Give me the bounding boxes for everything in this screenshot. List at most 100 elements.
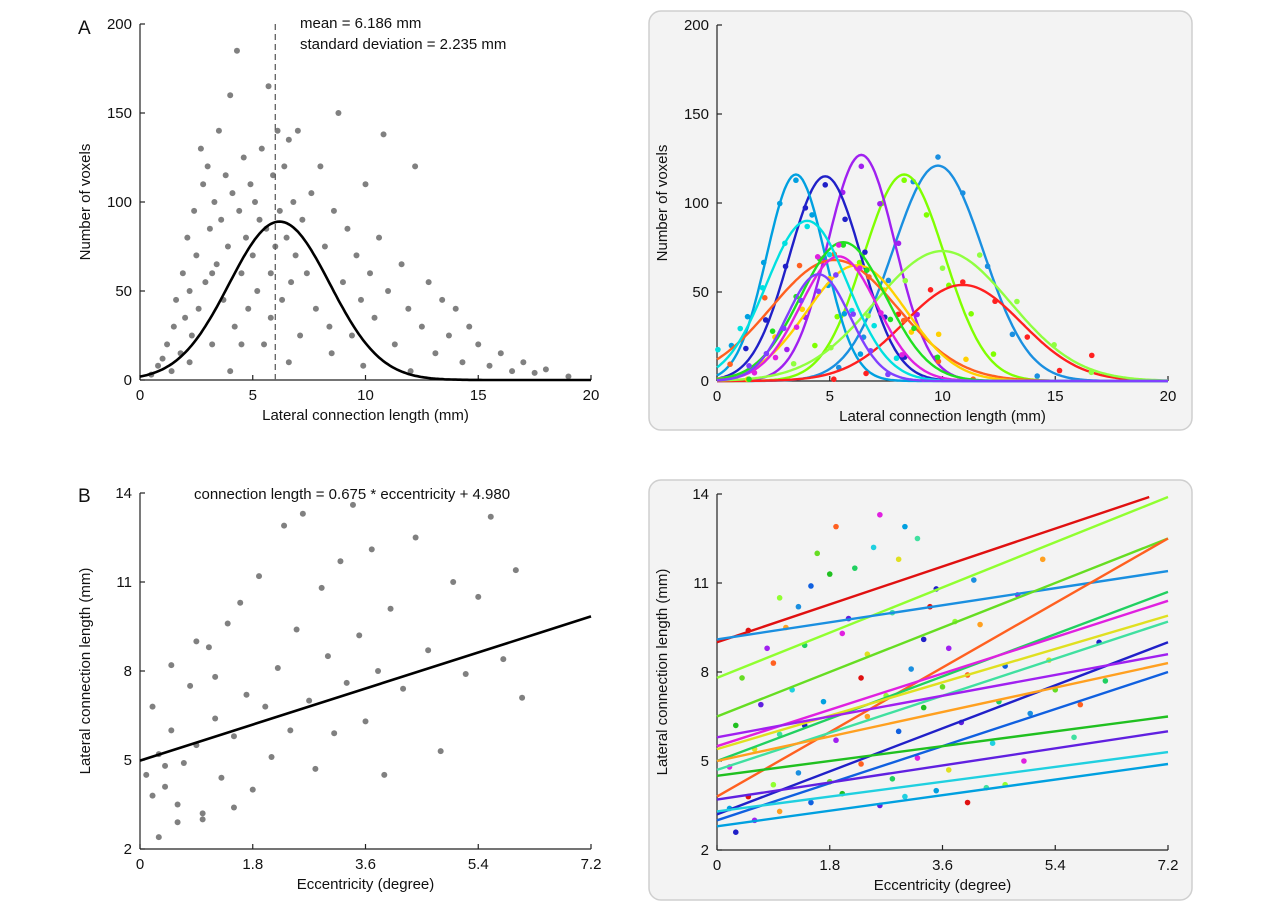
b-right-data-point — [1027, 710, 1033, 717]
a-right-data-point — [809, 212, 815, 218]
b-left-data-point — [149, 703, 156, 710]
b-right-data-point — [864, 713, 871, 720]
a-right-data-point — [769, 328, 776, 334]
a-right-data-point — [743, 345, 749, 352]
b-left-data-point — [299, 510, 306, 517]
b-left-data-point — [262, 703, 269, 710]
b-left-y-tick-label: 8 — [124, 663, 132, 680]
annotation-regression: connection length = 0.675 * eccentricity… — [194, 486, 510, 503]
a-right-data-point — [877, 200, 883, 207]
b-left-data-point — [155, 834, 162, 841]
b-right-data-point — [808, 583, 814, 589]
a-right-data-point — [804, 223, 810, 230]
a-right-x-tick-label: 15 — [1047, 388, 1064, 405]
a-left-data-point — [418, 323, 425, 330]
b-left-data-point — [193, 638, 200, 645]
a-left-data-point — [164, 341, 171, 348]
b-right-series-line-r7 — [716, 599, 1169, 748]
a-right-data-point — [871, 322, 877, 329]
b-right-y-tick-label: 14 — [692, 486, 709, 503]
a-right-data-point — [826, 251, 833, 258]
b-right-data-point — [820, 698, 827, 705]
b-right-data-point — [1102, 678, 1109, 684]
annotation-sd: standard deviation = 2.235 mm — [300, 36, 506, 53]
b-right-data-point — [977, 621, 983, 628]
b-left-data-point — [500, 656, 507, 663]
b-left-data-point — [205, 644, 212, 651]
b-right-data-point — [852, 565, 858, 571]
a-left-data-point — [299, 216, 306, 223]
b-right-data-point — [939, 684, 946, 690]
b-right-data-point — [739, 675, 745, 681]
b-left-data-point — [212, 673, 219, 680]
b-left-data-point — [324, 653, 331, 660]
a-right-data-point — [864, 267, 870, 273]
b-right-y-axis-label: Lateral connection length (mm) — [654, 569, 671, 776]
a-left-data-point — [159, 355, 166, 362]
a-right-y-tick-label: 200 — [684, 17, 709, 34]
b-left-data-point — [274, 665, 281, 672]
a-right-data-point — [857, 265, 863, 271]
a-left-x-tick-label: 20 — [583, 387, 600, 404]
a-left-data-point — [376, 234, 383, 241]
b-left-data-point — [519, 694, 526, 701]
b-right-data-point — [877, 511, 883, 518]
a-left-data-point — [170, 323, 177, 330]
b-right-data-point — [732, 829, 739, 835]
a-right-data-point — [840, 242, 847, 248]
b-left-x-tick-label: 7.2 — [581, 856, 602, 873]
b-right-series-line-r12 — [716, 661, 1169, 763]
a-left-data-point — [317, 163, 324, 170]
a-right-data-point — [862, 249, 868, 255]
a-left-data-point — [297, 332, 304, 339]
b-right-data-point — [920, 636, 927, 643]
a-left-data-point — [445, 332, 452, 339]
a-left-data-point — [466, 323, 473, 330]
b-left-data-point — [199, 816, 206, 823]
a-left-data-point — [391, 341, 398, 348]
b-left-data-point — [512, 567, 519, 574]
b-right-data-point — [1077, 701, 1084, 708]
a-left-y-tick-label: 150 — [107, 105, 132, 122]
a-left-data-point — [179, 270, 186, 277]
a-left-data-point — [339, 279, 346, 286]
a-right-data-point — [798, 297, 804, 304]
a-left-data-point — [497, 350, 504, 357]
b-left-data-point — [168, 727, 175, 734]
b-left-y-axis-label: Lateral connection length (mm) — [77, 568, 94, 775]
a-left-x-tick-label: 0 — [136, 387, 144, 404]
b-left-y-tick-label: 11 — [116, 574, 132, 591]
a-left-data-point — [344, 225, 351, 232]
a-left-data-point — [486, 362, 493, 369]
a-right-data-point — [762, 317, 769, 323]
b-left-x-tick-label: 0 — [136, 856, 144, 873]
a-right-data-point — [812, 342, 818, 349]
b-right-data-point — [770, 781, 777, 788]
b-left-data-point — [400, 685, 407, 692]
chart-b-left-regression: 0 1.8 3.6 5.4 7.2 2 5 8 11 14 Eccentricity (degree… — [77, 485, 601, 893]
a-left-data-point — [380, 131, 387, 138]
a-left-data-point — [353, 252, 360, 259]
a-right-data-point — [850, 311, 857, 317]
b-left-data-point — [268, 754, 275, 761]
a-right-y-tick-label: 50 — [692, 284, 709, 301]
a-right-data-point — [784, 346, 790, 353]
b-right-y-tick-label: 2 — [701, 842, 709, 859]
a-right-data-point — [1009, 331, 1016, 338]
b-left-data-point — [487, 513, 494, 520]
a-left-data-point — [267, 270, 274, 277]
b-right-x-tick-label: 1.8 — [819, 857, 840, 874]
b-left-x-axis-label: Eccentricity (degree) — [297, 876, 435, 893]
a-left-data-point — [218, 216, 225, 223]
a-right-data-point — [858, 163, 865, 170]
a-left-data-point — [407, 368, 414, 375]
a-left-data-point — [209, 270, 216, 277]
a-right-data-point — [746, 376, 752, 383]
b-left-data-point — [230, 733, 237, 740]
a-right-data-point — [976, 252, 983, 258]
a-right-data-point — [727, 361, 733, 368]
a-left-x-tick-label: 15 — [470, 387, 487, 404]
a-left-y-axis-label: Number of voxels — [77, 144, 94, 261]
a-left-data-point — [254, 288, 261, 294]
b-right-data-point — [971, 577, 977, 583]
